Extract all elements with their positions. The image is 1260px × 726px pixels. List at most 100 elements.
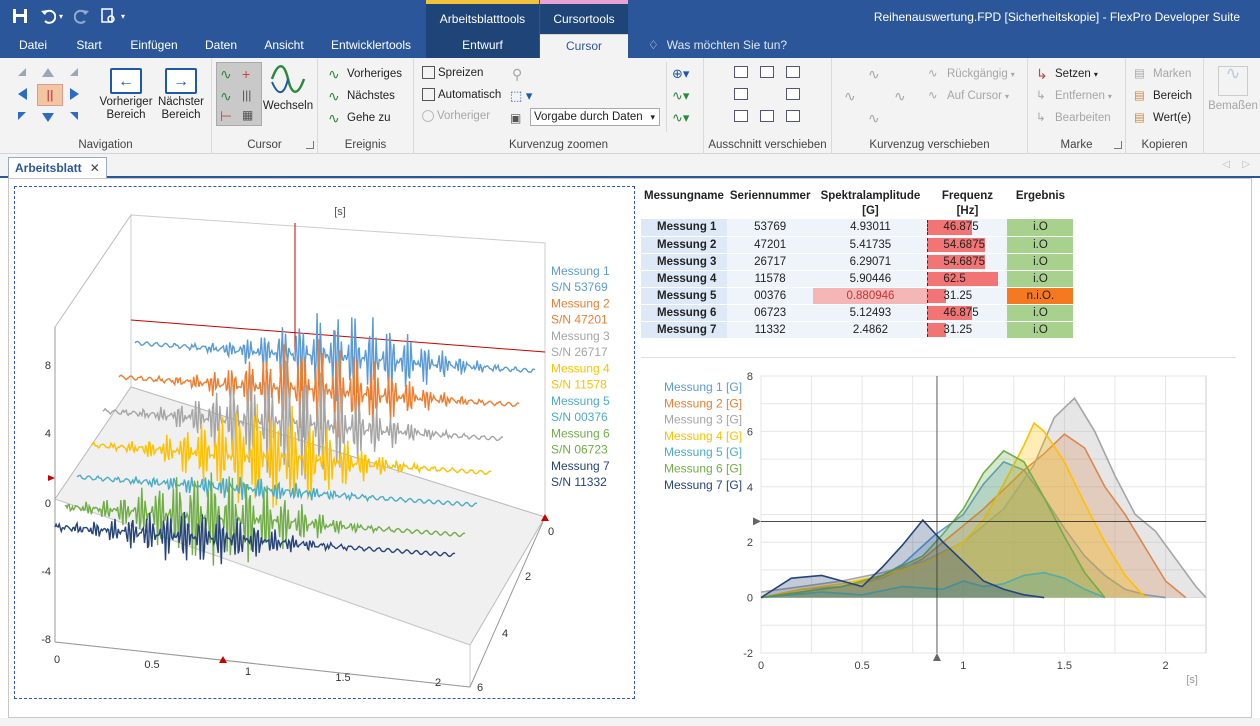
legend-series-name: Messung 5 — [551, 394, 610, 408]
previous-event-label: Vorheriges — [347, 68, 402, 80]
copy-values-button[interactable]: ▤ Wert(e) — [1134, 110, 1191, 126]
nav-up-left-icon[interactable] — [18, 68, 26, 76]
dialog-launcher-icon[interactable] — [306, 141, 314, 149]
tab-cursor[interactable]: Cursor — [540, 34, 628, 58]
nav-left-icon[interactable] — [18, 88, 27, 100]
document-tab-arbeitsblatt[interactable]: Arbeitsblatt ✕ — [8, 157, 107, 178]
spectrum-2d-chart[interactable]: 8 6 4 2 0 -2 0 0.5 1 1.5 2 [s] Messung 1 [G] Messung … — [641, 357, 1236, 698]
spread-label: Spreizen — [438, 66, 484, 79]
tab-daten[interactable]: Daten — [204, 38, 238, 52]
tab-entwurf[interactable]: Entwurf — [426, 34, 539, 58]
legend-serial: S/N 00376 — [551, 410, 608, 424]
scroll-right-icon[interactable]: ▷ — [1242, 159, 1250, 170]
previous-zoom-button: Vorheriger — [422, 110, 490, 122]
nav-up-right-icon[interactable] — [70, 68, 78, 76]
spread-button[interactable]: Spreizen — [422, 66, 483, 79]
nav-pause-icon[interactable]: || — [37, 84, 63, 106]
tab-ansicht[interactable]: Ansicht — [264, 38, 304, 52]
tab-start[interactable]: Start — [76, 38, 102, 52]
qat-customize-icon[interactable]: ▾ — [120, 11, 125, 21]
cell-result: i.O — [1007, 321, 1074, 339]
pan-down-right-button[interactable] — [786, 110, 803, 122]
switch-button[interactable]: Wechseln — [262, 62, 314, 113]
axis-zoom-x-icon[interactable]: ∿▾ — [672, 88, 690, 103]
document-tab-bar: Arbeitsblatt ✕ ◁ ▷ — [0, 154, 1260, 178]
dialog-launcher-icon[interactable] — [1114, 141, 1122, 149]
pan-down-right-icon — [786, 110, 800, 122]
copy-range-button[interactable]: ▤ Bereich — [1134, 88, 1192, 104]
zoom-preset-select[interactable]: Vorgabe durch Daten ▾ — [530, 108, 660, 126]
nav-up-icon[interactable] — [42, 68, 54, 77]
group-navigation: || ← Vorheriger Bereich → Nächster Berei… — [0, 58, 212, 154]
series-line — [760, 433, 1187, 599]
pan-up-right-button[interactable] — [786, 66, 803, 78]
pan-left-button[interactable] — [734, 88, 751, 100]
pan-up-left-button[interactable] — [734, 66, 751, 78]
cursor-cross-icon[interactable]: ⊢ — [220, 108, 233, 124]
set-mark-button[interactable]: ↳ Setzen ▾ — [1036, 66, 1098, 82]
previous-range-button[interactable]: ← Vorheriger Bereich — [96, 68, 156, 122]
cell-amplitude: 5.90446 — [813, 270, 928, 288]
save-icon[interactable] — [10, 6, 30, 26]
waterfall-series-line — [76, 474, 478, 508]
pan-right-button[interactable] — [786, 88, 803, 100]
frequency-value: 31.25 — [943, 323, 973, 336]
auto-zoom-button[interactable]: Automatisch — [422, 88, 501, 101]
pan-down-left-button[interactable] — [734, 110, 751, 122]
pan-up-button[interactable] — [760, 66, 777, 78]
tell-me-search[interactable]: ♢ Was möchten Sie tun? — [648, 34, 787, 58]
undo-icon[interactable] — [38, 6, 58, 26]
cursor-crosshair-icon[interactable]: ∿ — [220, 66, 232, 82]
cell-name: Messung 4 — [641, 270, 727, 288]
waterfall-3d-chart[interactable]: [s] 8 4 0 -4 -8 0 0.5 1 1.5 2 0 2 4 6 Messung 1 S/N 5376… — [14, 186, 635, 699]
redo-icon — [72, 6, 92, 26]
series-line — [760, 518, 1045, 599]
previous-event-button[interactable]: ∿ Vorheriges — [328, 66, 402, 82]
switch-wave-icon — [270, 65, 306, 94]
nav-right-icon[interactable] — [70, 88, 79, 100]
next-event-button[interactable]: ∿ Nächstes — [328, 88, 395, 104]
group-label: Kurvenzug verschieben — [869, 139, 990, 151]
pan-down-button[interactable] — [760, 110, 777, 122]
nav-down-right-icon[interactable] — [70, 112, 78, 120]
scroll-left-icon[interactable]: ◁ — [1222, 159, 1230, 170]
close-icon[interactable]: ✕ — [89, 160, 100, 175]
cursor-wave-icon[interactable]: ∿ — [220, 88, 232, 104]
zoom-fit-icon[interactable]: ⬚ ▾ — [510, 88, 533, 103]
frequency-value: 54.6875 — [943, 238, 985, 251]
remove-mark-button: ↳ Entfernen ▾ — [1036, 90, 1112, 102]
on-cursor-icon: ∿ — [928, 90, 938, 102]
legend-series-name: Messung 6 — [551, 427, 610, 441]
cursor-table-icon[interactable]: ▦ — [242, 108, 254, 122]
y-tick-label: 0 — [747, 593, 753, 605]
goto-event-button[interactable]: ∿ Gehe zu — [328, 110, 390, 126]
x-axis-line — [54, 641, 471, 688]
waterfall-series-line — [54, 511, 456, 565]
legend-series-name: Messung 7 — [551, 459, 610, 473]
axis-zoom-y-icon[interactable]: ∿▾ — [672, 110, 690, 125]
y-tick-label: -2 — [743, 648, 753, 660]
tab-datei[interactable]: Datei — [18, 38, 47, 52]
tab-einfuegen[interactable]: Einfügen — [130, 38, 178, 52]
crosshair-zoom-icon[interactable]: ⊕▾ — [672, 66, 690, 81]
x-tick-label: 1 — [245, 666, 251, 678]
print-preview-icon[interactable] — [98, 6, 118, 26]
pan-up-left-icon — [734, 66, 748, 78]
cursor-marker-icon[interactable]: + — [242, 66, 251, 82]
cell-result: n.i.O. — [1007, 287, 1074, 305]
waterfall-series-line — [64, 472, 466, 566]
tab-entwicklertools[interactable]: Entwicklertools — [330, 38, 412, 52]
on-cursor-button: ∿ Auf Cursor ▾ — [928, 90, 1009, 102]
next-range-button[interactable]: → Nächster Bereich — [154, 68, 208, 122]
cursor-lines-icon[interactable]: ||| — [242, 88, 252, 102]
group-label: Kurvenzug zoomen — [508, 139, 609, 151]
cell-serial: 53769 — [726, 219, 814, 237]
auto-zoom-icon — [422, 88, 435, 101]
nav-down-icon[interactable] — [42, 113, 54, 122]
copy-values-icon: ▤ — [1134, 112, 1145, 124]
nav-down-left-icon[interactable] — [18, 112, 26, 120]
series-area — [761, 398, 1206, 598]
cell-result: i.O — [1007, 253, 1074, 271]
on-cursor-label: Auf Cursor — [947, 90, 1002, 102]
undo-dropdown-icon[interactable]: ▾ — [58, 11, 63, 21]
